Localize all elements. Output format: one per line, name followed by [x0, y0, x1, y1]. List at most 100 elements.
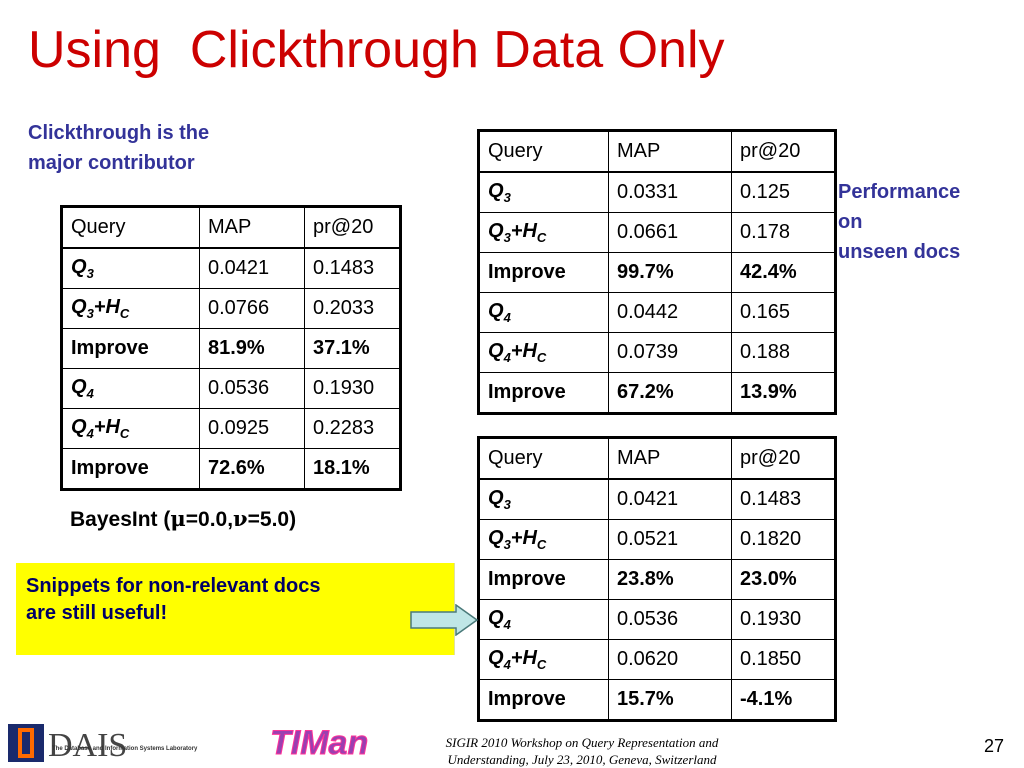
pr20-cell: -4.1%: [731, 679, 836, 721]
query-subscript: 3: [503, 190, 511, 205]
table-header-row: Query MAP pr@20: [478, 130, 836, 173]
query-subscript: 3: [503, 230, 511, 245]
query-cell: Q4: [61, 368, 200, 409]
query-subscript: 4: [503, 657, 511, 672]
column-header-query: Query: [61, 206, 200, 249]
pr20-cell: 0.178: [731, 212, 836, 253]
table-row: Q4+HC 0.0620 0.1850: [478, 639, 836, 680]
dais-logo: DAIS: [8, 724, 127, 764]
unseen-docs-note-line3: unseen docs: [838, 241, 961, 263]
query-subscript: 3: [503, 537, 511, 552]
query-subscript: 3: [86, 266, 94, 281]
map-cell: 0.0536: [199, 368, 305, 409]
history-subscript: C: [119, 426, 130, 441]
footer-line1: SIGIR 2010 Workshop on Query Representat…: [445, 735, 719, 750]
pr20-cell: 0.1930: [304, 368, 401, 409]
map-cell: 0.0661: [608, 212, 732, 253]
query-subscript: 4: [503, 310, 511, 325]
query-cell: Improve: [61, 328, 200, 369]
column-header-query: Query: [478, 437, 609, 480]
pr20-cell: 37.1%: [304, 328, 401, 369]
timan-logo-text: TIMan: [270, 724, 368, 762]
pr20-cell: 0.1850: [731, 639, 836, 680]
caption-mid: =0.0,: [185, 508, 234, 531]
table-row: Q4 0.0442 0.165: [478, 292, 836, 333]
query-cell: Q3+HC: [478, 212, 609, 253]
caption-mu: μ: [170, 506, 186, 531]
improve-row: Improve 67.2% 13.9%: [478, 372, 836, 414]
improve-row: Improve 99.7% 42.4%: [478, 252, 836, 293]
map-cell: 0.0766: [199, 288, 305, 329]
pr20-cell: 0.2033: [304, 288, 401, 329]
table-row: Q4 0.0536 0.1930: [61, 368, 401, 409]
results-table-left: Query MAP pr@20 Q3 0.0421 0.1483 Q3+HC 0.0766 0.…: [60, 205, 402, 491]
pr20-cell: 0.165: [731, 292, 836, 333]
table-row: Q4+HC 0.0739 0.188: [478, 332, 836, 373]
history-subscript: C: [536, 537, 547, 552]
improve-row: Improve 72.6% 18.1%: [61, 448, 401, 490]
snippets-callout: Snippets for non-relevant docs are still…: [16, 563, 455, 655]
column-header-map: MAP: [608, 437, 732, 480]
map-cell: 0.0331: [608, 171, 732, 213]
caption-suffix: =5.0): [247, 508, 297, 531]
map-cell: 0.0421: [608, 478, 732, 520]
history-subscript: C: [536, 657, 547, 672]
map-cell: 0.0536: [608, 599, 732, 640]
slide-title: Using Clickthrough Data Only: [28, 21, 725, 79]
query-cell: Q3+HC: [61, 288, 200, 329]
query-cell: Q3: [61, 247, 200, 289]
pr20-cell: 13.9%: [731, 372, 836, 414]
pr20-cell: 0.188: [731, 332, 836, 373]
column-header-pr20: pr@20: [731, 437, 836, 480]
improve-row: Improve 81.9% 37.1%: [61, 328, 401, 369]
contributor-note: Clickthrough is the major contributor: [28, 118, 288, 178]
query-cell: Q4+HC: [61, 408, 200, 449]
query-cell: Improve: [478, 252, 609, 293]
pr20-cell: 0.1930: [731, 599, 836, 640]
dais-logo-text: DAIS: [48, 727, 127, 764]
table-header-row: Query MAP pr@20: [478, 437, 836, 480]
contributor-note-line1: Clickthrough is the: [28, 122, 210, 144]
improve-row: Improve 15.7% -4.1%: [478, 679, 836, 721]
column-header-map: MAP: [608, 130, 732, 173]
column-header-map: MAP: [199, 206, 305, 249]
table-row: Q4+HC 0.0925 0.2283: [61, 408, 401, 449]
footer-line2: Understanding, July 23, 2010, Geneva, Sw…: [447, 752, 717, 767]
results-table-top-right: Query MAP pr@20 Q3 0.0331 0.125 Q3+HC 0.0661 0.1…: [477, 129, 837, 415]
unseen-docs-note: Performance on unseen docs: [838, 177, 1018, 267]
map-cell: 0.0739: [608, 332, 732, 373]
pr20-cell: 0.1483: [731, 478, 836, 520]
query-cell: Q3: [478, 478, 609, 520]
query-cell: Q4+HC: [478, 639, 609, 680]
callout-line1: Snippets for non-relevant docs: [26, 575, 321, 597]
history-subscript: C: [536, 230, 547, 245]
query-cell: Q4+HC: [478, 332, 609, 373]
table-row: Q3 0.0421 0.1483: [478, 478, 836, 520]
table-row: Q4 0.0536 0.1930: [478, 599, 836, 640]
table-row: Q3 0.0331 0.125: [478, 171, 836, 213]
footer-citation: SIGIR 2010 Workshop on Query Representat…: [392, 734, 772, 768]
pr20-cell: 0.2283: [304, 408, 401, 449]
timan-logo: TIMan: [270, 724, 369, 763]
query-subscript: 4: [86, 426, 94, 441]
map-cell: 0.0521: [608, 519, 732, 560]
table-header-row: Query MAP pr@20: [61, 206, 401, 249]
table-row: Q3+HC 0.0521 0.1820: [478, 519, 836, 560]
caption-prefix: BayesInt (: [70, 508, 171, 531]
pr20-cell: 0.1483: [304, 247, 401, 289]
table-row: Q3 0.0421 0.1483: [61, 247, 401, 289]
map-cell: 0.0421: [199, 247, 305, 289]
unseen-docs-note-line1: Performance: [838, 181, 961, 203]
map-cell: 15.7%: [608, 679, 732, 721]
improve-row: Improve 23.8% 23.0%: [478, 559, 836, 600]
table-row: Q3+HC 0.0766 0.2033: [61, 288, 401, 329]
pr20-cell: 0.125: [731, 171, 836, 213]
column-header-query: Query: [478, 130, 609, 173]
query-subscript: 4: [86, 386, 94, 401]
query-subscript: 4: [503, 617, 511, 632]
map-cell: 23.8%: [608, 559, 732, 600]
history-subscript: C: [119, 306, 130, 321]
query-cell: Improve: [478, 559, 609, 600]
callout-line2: are still useful!: [26, 602, 168, 624]
query-subscript: 3: [503, 497, 511, 512]
